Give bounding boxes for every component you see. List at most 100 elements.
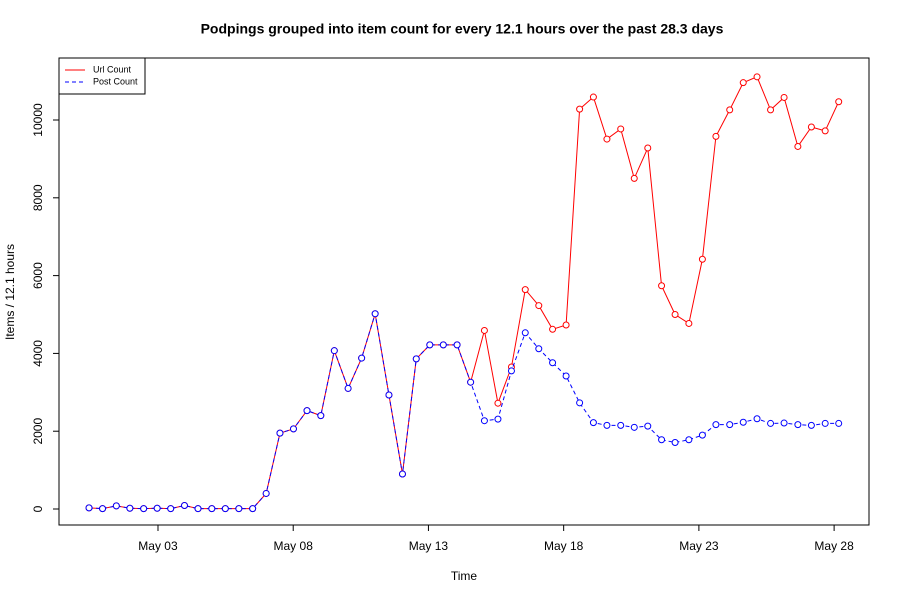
data-point [658, 436, 666, 444]
data-point [712, 421, 720, 429]
data-point [589, 419, 597, 427]
data-point [617, 421, 625, 429]
data-point [398, 470, 406, 478]
data-point [385, 391, 393, 399]
data-point [685, 319, 693, 327]
data-point [671, 438, 679, 446]
data-point [712, 132, 720, 140]
data-point [535, 345, 543, 353]
x-tick-label: May 08 [274, 539, 314, 553]
data-point [739, 79, 747, 87]
data-point [289, 425, 297, 433]
data-point [794, 421, 802, 429]
legend-box [58, 57, 146, 95]
data-point [208, 505, 216, 513]
data-point [439, 341, 447, 349]
data-point [726, 421, 734, 429]
legend-label: Post Count [93, 76, 138, 86]
data-point [644, 144, 652, 152]
data-point [262, 489, 270, 497]
data-point [180, 502, 188, 510]
data-point [685, 436, 693, 444]
chart-title: Podpings grouped into item count for eve… [201, 21, 724, 37]
data-point [698, 255, 706, 263]
data-point [480, 417, 488, 425]
data-point [140, 505, 148, 513]
data-point [521, 286, 529, 294]
data-point [126, 504, 134, 512]
data-point [603, 421, 611, 429]
data-point [412, 355, 420, 363]
x-tick-label: May 18 [544, 539, 584, 553]
data-point [807, 123, 815, 131]
data-point [303, 407, 311, 415]
y-tick-label: 2000 [31, 418, 45, 445]
data-point [780, 419, 788, 427]
data-point [562, 372, 570, 380]
data-point [698, 431, 706, 439]
data-point [549, 325, 557, 333]
data-point [99, 505, 107, 513]
data-point [276, 429, 284, 437]
data-point [317, 412, 325, 420]
y-tick-label: 8000 [31, 184, 45, 211]
plot-frame [58, 57, 870, 526]
x-tick-label: May 13 [409, 539, 449, 553]
data-point [753, 415, 761, 423]
data-point [85, 504, 93, 512]
data-point [562, 321, 570, 329]
x-tick-label: May 28 [814, 539, 854, 553]
data-point [821, 127, 829, 135]
y-axis-label: Items / 12.1 hours [3, 244, 17, 340]
data-point [658, 282, 666, 290]
x-tick-label: May 23 [679, 539, 719, 553]
y-tick-label: 4000 [31, 340, 45, 367]
data-point [549, 359, 557, 367]
data-point [589, 93, 597, 101]
data-point [739, 418, 747, 426]
data-point [576, 105, 584, 113]
series [85, 310, 843, 513]
data-point [426, 341, 434, 349]
data-point [630, 423, 638, 431]
data-point [371, 310, 379, 318]
data-point [494, 399, 502, 407]
data-point [630, 174, 638, 182]
data-point [235, 505, 243, 513]
data-point [249, 505, 257, 513]
data-point [767, 419, 775, 427]
data-point [167, 505, 175, 513]
data-point [794, 142, 802, 150]
data-point [671, 311, 679, 319]
data-point [821, 419, 829, 427]
data-point [521, 329, 529, 337]
x-tick-label: May 03 [138, 539, 178, 553]
data-point [780, 93, 788, 101]
data-point [467, 378, 475, 386]
data-point [358, 354, 366, 362]
y-tick-label: 6000 [31, 262, 45, 289]
data-point [330, 347, 338, 355]
data-point [835, 98, 843, 106]
data-point [753, 73, 761, 81]
data-point [807, 421, 815, 429]
data-point [507, 367, 515, 375]
data-point [153, 504, 161, 512]
data-point [535, 302, 543, 310]
data-point [576, 399, 584, 407]
data-point [835, 419, 843, 427]
legend-label: Url Count [93, 64, 132, 74]
data-point [344, 384, 352, 392]
x-axis-label: Time [451, 569, 478, 583]
data-point [494, 415, 502, 423]
data-point [112, 502, 120, 510]
data-point [221, 505, 229, 513]
data-point [194, 505, 202, 513]
y-tick-label: 0 [31, 505, 45, 512]
data-point [480, 326, 488, 334]
data-point [726, 106, 734, 114]
y-tick-label: 10000 [31, 103, 45, 137]
data-point [603, 135, 611, 143]
